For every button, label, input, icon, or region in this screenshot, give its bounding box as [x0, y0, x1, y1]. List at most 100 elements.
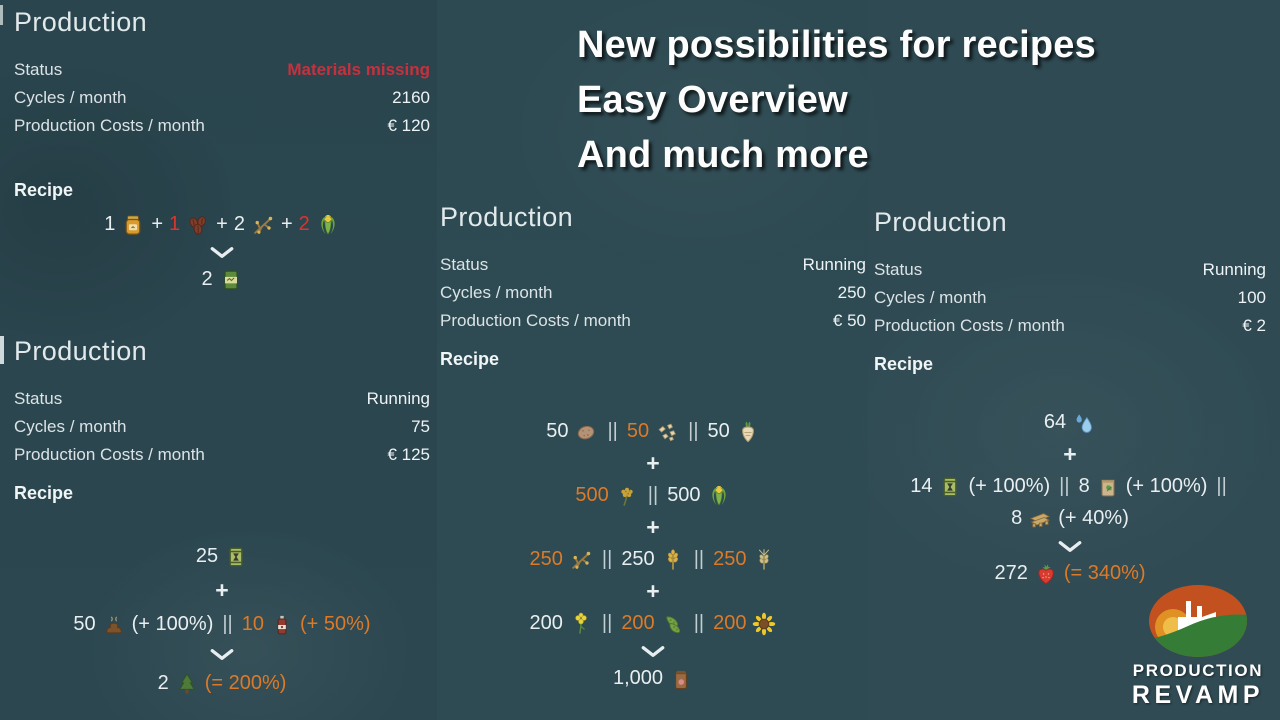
panel-title: Production	[874, 207, 1008, 237]
barley-icon	[752, 548, 776, 572]
chevron-down-icon	[14, 243, 430, 261]
chevron-down-icon	[874, 537, 1266, 555]
recipe-token: (= 340%)	[1063, 562, 1146, 584]
recipe-token: 14	[910, 475, 933, 497]
pallet-icon	[1028, 507, 1052, 531]
recipe-token: ||	[601, 548, 613, 570]
recipe-heading: Recipe	[440, 349, 500, 369]
stat-value: € 120	[387, 116, 430, 135]
stat-row: Production Costs / month € 2	[874, 312, 1266, 340]
herbicide-bottle-icon	[270, 613, 294, 637]
recipe-token: 200	[529, 612, 563, 634]
stat-row: Cycles / month 75	[14, 413, 430, 441]
recipe-token: 2	[298, 213, 310, 235]
recipe-token: +	[646, 450, 660, 476]
recipe-token: 2	[201, 268, 213, 290]
recipe-token: 200	[713, 612, 747, 634]
stat-label: Status	[14, 389, 63, 408]
logo-icon	[1147, 584, 1249, 658]
stat-row: Cycles / month 250	[440, 279, 866, 307]
recipe: 50 || 50 || 50 +500 || 500 +250 || 250 || 250 +200 || 2…	[440, 418, 866, 692]
stats-list: Status Running Cycles / month 75 Production …	[14, 385, 430, 469]
panel-title: Production	[440, 202, 574, 232]
cocoa-beans-icon	[186, 213, 210, 237]
recipe-line: 500 || 500	[440, 482, 866, 509]
recipe-token: 1	[169, 213, 181, 235]
recipe-token: ||	[1059, 475, 1070, 497]
recipe-token: 250	[621, 548, 655, 570]
recipe-token: 8	[1011, 507, 1023, 529]
chevron-down-icon	[14, 645, 430, 663]
production-panel: Production Status Running Cycles / month 250…	[440, 200, 866, 692]
branches-icon	[569, 548, 593, 572]
stat-value: € 50	[832, 311, 866, 330]
stat-value: 100	[1237, 288, 1266, 307]
stat-label: Production Costs / month	[440, 311, 631, 330]
stat-label: Status	[874, 260, 923, 279]
recipe-line: 8 (+ 40%)	[874, 505, 1266, 532]
stat-label: Cycles / month	[14, 88, 127, 107]
recipe-token: +	[646, 578, 660, 604]
recipe-token: 50	[707, 420, 730, 442]
recipe-line: 25	[14, 543, 430, 570]
recipe-token: ||	[688, 420, 699, 442]
recipe-token: 2	[233, 213, 245, 235]
manure-icon	[102, 613, 126, 637]
fertilizer-bag-icon	[1096, 475, 1120, 499]
stat-value: 75	[411, 417, 430, 436]
chevron-down-icon	[440, 642, 866, 660]
stat-label: Cycles / month	[440, 283, 553, 302]
recipe-token: ||	[607, 420, 618, 442]
recipe-token: 1,000	[612, 667, 664, 689]
sapling-box-icon	[938, 475, 962, 499]
stat-label: Production Costs / month	[874, 316, 1065, 335]
canola-icon	[569, 612, 593, 636]
branches-icon	[251, 213, 275, 237]
recipe-token: ||	[647, 484, 659, 506]
recipe-token: 250	[713, 548, 747, 570]
recipe-token: 1	[104, 213, 116, 235]
recipe-token: +	[646, 514, 660, 540]
logo-text-revamp: REVAMP	[1131, 681, 1264, 709]
green-crate-icon	[219, 268, 243, 292]
strawberry-icon	[1034, 562, 1058, 586]
recipe-line: +	[874, 441, 1266, 468]
recipe-heading: Recipe	[14, 483, 74, 503]
recipe-token: (+ 100%)	[1125, 475, 1208, 497]
recipe-token: ||	[222, 613, 233, 635]
production-panel: Production Status Materials missing Cycles …	[14, 5, 430, 293]
recipe-token: 8	[1078, 475, 1090, 497]
stat-row: Cycles / month 2160	[14, 84, 430, 112]
recipe-line: 1 +1 +2 +2	[14, 211, 430, 238]
recipe-token: +	[215, 577, 229, 603]
stat-value: Running	[1202, 260, 1266, 279]
stat-label: Production Costs / month	[14, 445, 205, 464]
recipe: 25 +50 (+ 100%) || 10 (+ 50%) 2 (= 200%)	[14, 543, 430, 697]
recipe-token: +	[280, 213, 293, 235]
panel-title: Production	[14, 7, 148, 37]
recipe-token: ||	[601, 612, 613, 634]
recipe-token: (= 200%)	[204, 672, 287, 694]
stat-label: Production Costs / month	[14, 116, 205, 135]
recipe-token: (+ 100%)	[968, 475, 1051, 497]
recipe-line: 1,000	[440, 665, 866, 692]
recipe-line: 272 (= 340%)	[874, 560, 1266, 587]
stat-row: Production Costs / month € 50	[440, 307, 866, 335]
stat-row: Status Running	[874, 256, 1266, 284]
stat-row: Production Costs / month € 120	[14, 112, 430, 140]
corn-icon	[707, 484, 731, 508]
recipe-token: 50	[73, 613, 96, 635]
production-panel: Production Status Running Cycles / month 75 P…	[14, 334, 430, 697]
headline-line: Easy Overview	[577, 79, 848, 121]
headline-line: New possibilities for recipes	[577, 24, 1096, 66]
recipe-line: 50 (+ 100%) || 10 (+ 50%)	[14, 611, 430, 638]
headline-line: And much more	[577, 134, 869, 176]
production-panel: Production Status Running Cycles / month 100…	[874, 205, 1266, 587]
sapling-box-icon	[224, 545, 248, 569]
recipe: 1 +1 +2 +2 2	[14, 211, 430, 293]
recipe-line: 50 || 50 || 50	[440, 418, 866, 445]
stats-list: Status Running Cycles / month 250 Production…	[440, 251, 866, 335]
stat-row: Status Running	[14, 385, 430, 413]
recipe-line: 64	[874, 409, 1266, 436]
recipe-token: +	[216, 213, 228, 235]
